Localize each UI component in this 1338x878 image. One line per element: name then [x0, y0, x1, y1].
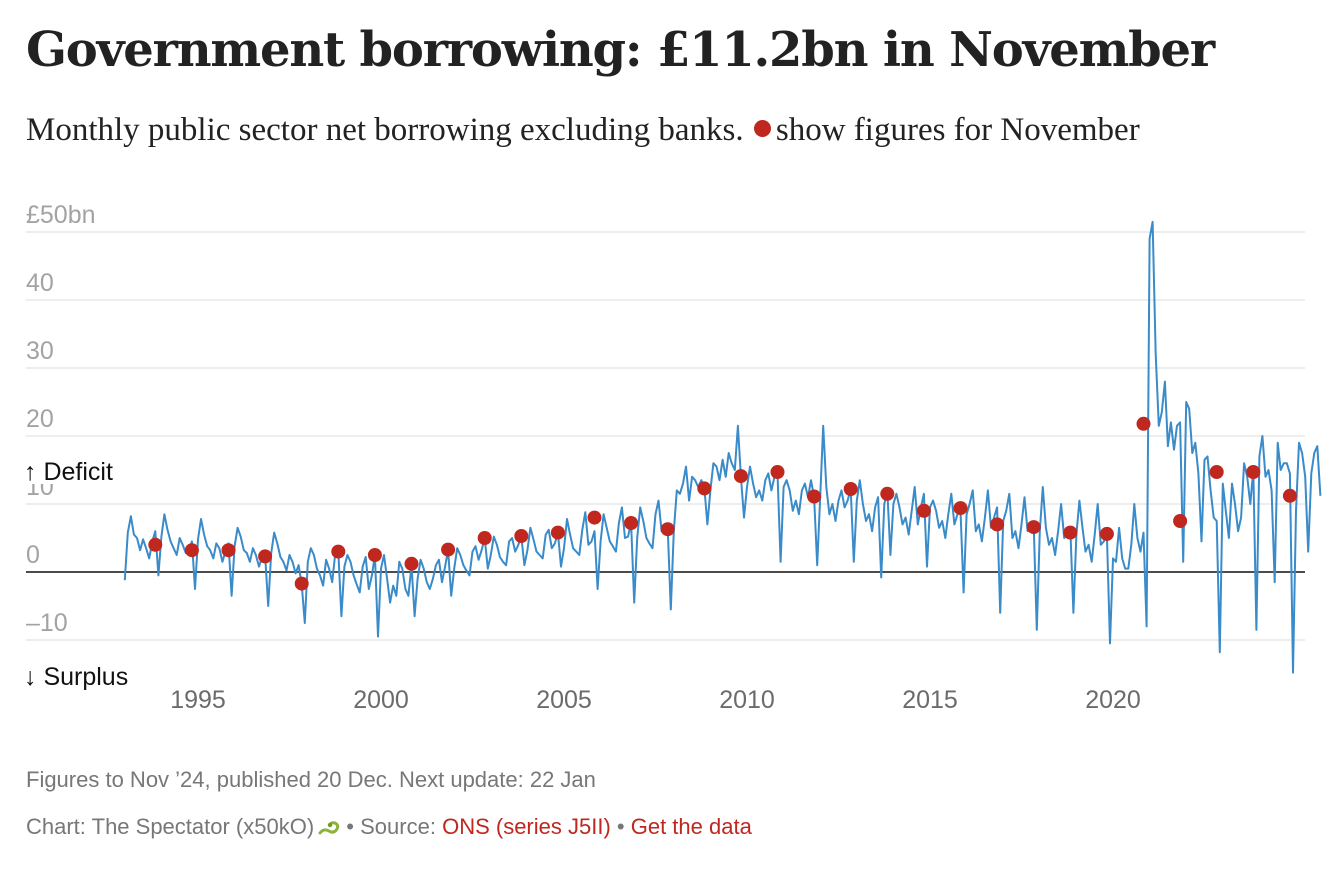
y-tick-label: 20 [26, 405, 54, 433]
source-link[interactable]: ONS (series J5II) [442, 814, 611, 839]
x-tick-label: 2010 [719, 686, 775, 714]
november-points [148, 416, 1297, 591]
november-point [880, 486, 895, 501]
subtitle-legend-text: show figures for November [775, 112, 1140, 148]
november-point [550, 525, 565, 540]
y-tick-label: 0 [26, 541, 40, 569]
borrowing-line-chart: £50bn 40 30 2010 0 –10 1995 2000 2005 2010 2015 20… [22, 201, 1322, 714]
borrowing-series-line [123, 220, 1322, 674]
x-tick-label: 2020 [1085, 686, 1141, 714]
november-point [916, 503, 931, 518]
november-point [184, 543, 199, 558]
november-point [990, 517, 1005, 532]
y-tick-label: £50bn [26, 201, 96, 229]
footer-separator: • [616, 814, 625, 839]
november-point [441, 542, 456, 557]
november-point [770, 465, 785, 479]
surplus-label: ↓ Surplus [24, 663, 128, 691]
y-tick-label: –10 [26, 609, 68, 637]
november-point [807, 489, 822, 504]
grid-lines [26, 231, 1305, 641]
november-point [294, 576, 309, 591]
november-point [660, 522, 675, 537]
footer-source-label: Source: [360, 814, 436, 839]
x-tick-label: 1995 [170, 686, 226, 714]
november-point [1246, 465, 1261, 479]
november-point [624, 516, 639, 530]
x-tick-label: 2015 [902, 686, 958, 714]
november-point [221, 543, 236, 558]
november-point [1063, 525, 1078, 540]
november-point [733, 469, 748, 484]
deficit-label: ↑ Deficit [24, 458, 113, 486]
november-point [404, 556, 419, 571]
y-tick-label: 40 [26, 269, 54, 297]
get-the-data-link[interactable]: Get the data [630, 814, 752, 839]
footer-separator: • [346, 814, 354, 839]
november-point [367, 548, 382, 562]
november-point [697, 481, 712, 496]
november-point [953, 501, 968, 516]
november-point [148, 537, 163, 552]
november-point [1136, 416, 1151, 431]
footer-update-note: Figures to Nov ’24, published 20 Dec. Ne… [26, 767, 596, 792]
november-point [1173, 514, 1188, 528]
november-point [258, 549, 273, 564]
november-point [587, 510, 602, 525]
x-tick-label: 2005 [536, 686, 592, 714]
footer-credit: Chart: The Spectator (x50kO) [26, 814, 315, 839]
subtitle-text: Monthly public sector net borrowing excl… [26, 112, 744, 148]
november-point [1099, 526, 1114, 541]
november-point [1282, 488, 1297, 503]
x-axis-tick-labels: 1995 2000 2005 2010 2015 2020 [170, 686, 1141, 714]
november-marker-legend-icon [753, 120, 771, 137]
snake-icon [318, 821, 340, 835]
november-point [477, 531, 492, 545]
chart-title: Government borrowing: £11.2bn in Novembe… [26, 22, 1215, 78]
november-point [1209, 465, 1224, 479]
y-tick-label: 30 [26, 337, 54, 365]
deficit-label-background [22, 460, 115, 484]
chart-subtitle: Monthly public sector net borrowing excl… [26, 112, 1140, 149]
x-tick-label: 2000 [353, 686, 409, 714]
footer-credits: Chart: The Spectator (x50kO) • Source: O… [26, 814, 752, 840]
november-point [514, 529, 529, 543]
november-point [843, 482, 858, 496]
november-point [331, 544, 346, 559]
november-point [1026, 520, 1041, 535]
